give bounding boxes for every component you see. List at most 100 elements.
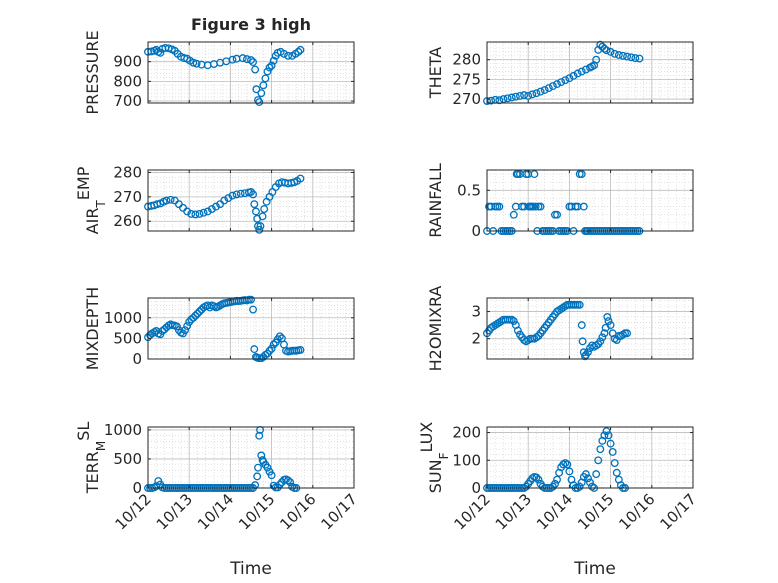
data-point: [269, 56, 278, 65]
axes-box: [147, 426, 355, 489]
plot-area: [148, 42, 354, 103]
data-point: [604, 317, 613, 325]
data-point: [511, 92, 520, 101]
data-point: [600, 44, 609, 53]
data-point: [263, 463, 272, 472]
data-point: [592, 55, 601, 64]
plot-area: [148, 427, 354, 488]
data-point: [252, 85, 261, 94]
data-point: [600, 329, 609, 338]
data-point: [247, 56, 255, 65]
data-point: [596, 337, 605, 346]
data-point: [286, 478, 295, 487]
data-point: [614, 51, 623, 59]
data-point: [296, 345, 305, 354]
data-point: [195, 307, 204, 316]
x-tick-label: 10/17: [657, 490, 700, 533]
data-point: [532, 89, 541, 98]
data-point: [232, 190, 241, 199]
data-point: [627, 53, 636, 62]
data-point: [610, 459, 619, 467]
y-axis-label: AIRTEMP: [74, 166, 109, 234]
data-point: [516, 91, 524, 100]
data-point: [577, 67, 586, 76]
y-tick-label: 275: [452, 70, 481, 88]
axes-box: [486, 426, 694, 489]
data-point: [524, 91, 533, 100]
data-point: [531, 202, 540, 211]
data-point: [565, 74, 574, 83]
data-point: [602, 46, 611, 55]
y-axis-label: MIXDEPTH: [83, 287, 102, 370]
y-tick-label: 200: [452, 424, 481, 442]
data-point: [267, 344, 276, 353]
data-point: [265, 63, 274, 72]
data-point: [583, 348, 592, 357]
data-point: [238, 54, 247, 63]
data-point: [247, 295, 255, 304]
data-point: [256, 222, 265, 231]
x-tick-label: 10/14: [533, 490, 576, 533]
data-point: [578, 337, 587, 346]
data-point: [623, 52, 632, 61]
data-point: [255, 225, 264, 234]
data-point: [263, 67, 272, 76]
y-axis-label: PRESSURE: [83, 30, 102, 114]
data-point: [207, 205, 216, 213]
data-point: [253, 472, 262, 481]
plot-area: [487, 170, 693, 231]
data-point: [606, 439, 615, 448]
y-tick-label: 280: [113, 163, 142, 181]
data-point: [499, 95, 508, 104]
data-point: [581, 65, 590, 74]
data-point: [166, 195, 175, 204]
data-point: [487, 96, 496, 105]
data-point: [577, 321, 586, 330]
axes-box: [147, 297, 355, 360]
data-point: [575, 482, 584, 491]
y-axis-label: THETA: [426, 47, 445, 99]
data-point: [540, 86, 549, 94]
data-point: [251, 207, 260, 216]
data-point: [608, 448, 617, 456]
data-point: [212, 202, 220, 211]
y-tick-label: 1000: [104, 421, 142, 439]
data-point: [581, 470, 590, 479]
data-point: [269, 340, 278, 349]
y-tick-label: 900: [113, 53, 142, 71]
data-point: [553, 80, 561, 89]
data-point: [495, 202, 504, 211]
data-point: [195, 209, 204, 218]
y-tick-label: 0: [471, 479, 481, 497]
data-point: [258, 212, 267, 221]
rainfall-panel: 0 0.5 RAINFALL: [426, 163, 694, 240]
y-axis-label: RAINFALL: [426, 163, 445, 238]
data-point: [236, 189, 245, 198]
data-point: [255, 98, 264, 106]
data-point: [577, 170, 586, 179]
axes-box: [486, 169, 694, 232]
y-tick-label: 280: [452, 51, 481, 69]
y-tick-label: 0: [471, 222, 481, 240]
data-point: [598, 333, 607, 342]
data-point: [507, 93, 516, 102]
x-label-left: Time: [229, 559, 272, 579]
y-tick-label: 800: [113, 72, 142, 90]
data-point: [199, 208, 208, 217]
axes-box: [147, 41, 355, 104]
data-point: [250, 345, 259, 354]
data-point: [520, 91, 529, 100]
plot-area: [487, 298, 693, 359]
data-point: [532, 473, 541, 482]
data-point: [260, 205, 269, 213]
data-point: [296, 174, 305, 183]
x-tick-label: 10/15: [574, 490, 617, 533]
x-tick-label: 10/16: [276, 490, 319, 533]
data-point: [509, 317, 518, 325]
data-point: [296, 45, 305, 54]
data-point: [183, 207, 192, 216]
data-point: [530, 170, 539, 179]
